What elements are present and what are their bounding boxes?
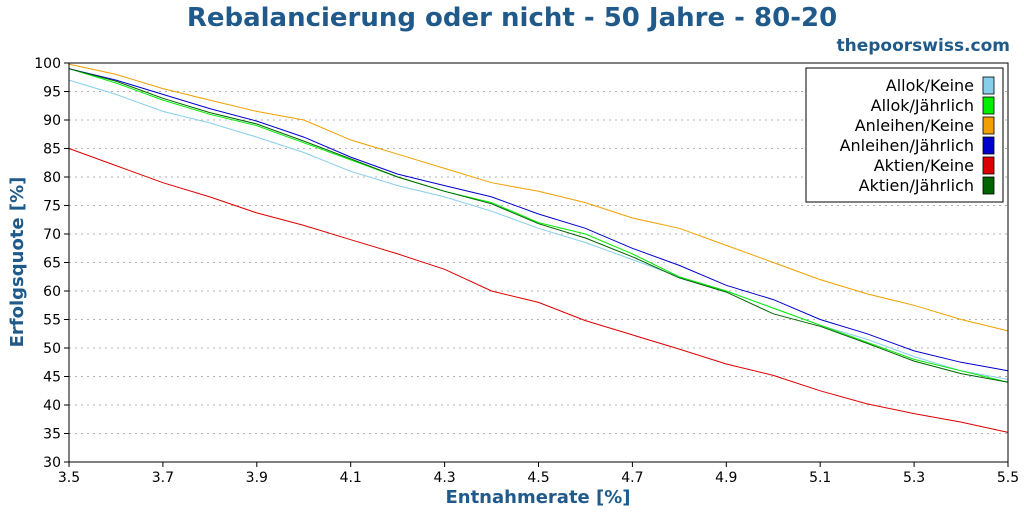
series-lines: [68, 63, 1009, 433]
y-tick-label: 70: [43, 227, 61, 243]
chart-title: Rebalancierung oder nicht - 50 Jahre - 8…: [187, 3, 837, 33]
grid-lines: [69, 91, 1008, 434]
legend-swatch: [982, 76, 995, 95]
x-tick-label: 5.1: [809, 470, 831, 486]
x-tick-label: 5.5: [997, 470, 1019, 486]
series-line-2: [68, 68, 1009, 383]
y-tick-label: 90: [43, 113, 61, 129]
y-tick-label: 75: [43, 199, 61, 215]
y-tick-label: 80: [43, 170, 61, 186]
legend-swatch: [982, 136, 995, 155]
x-tick-label: 5.3: [903, 470, 925, 486]
y-tick-label: 40: [43, 398, 61, 414]
legend-label: Aktien/Jährlich: [859, 176, 974, 195]
legend-label: Allok/Keine: [886, 76, 974, 95]
y-tick-label: 45: [43, 370, 61, 386]
y-tick-label: 35: [43, 427, 61, 443]
legend-label: Anleihen/Keine: [855, 116, 974, 135]
x-tick-label: 4.9: [715, 470, 737, 486]
y-tick-label: 30: [43, 455, 61, 471]
series-line-1: [68, 79, 1009, 380]
y-tick-label: 100: [34, 56, 61, 72]
x-tick-label: 3.7: [152, 470, 174, 486]
legend-label: Anleihen/Jährlich: [840, 136, 974, 155]
legend-label: Aktien/Keine: [874, 156, 974, 175]
series-line-4: [68, 68, 1009, 372]
series-line-6: [68, 68, 1009, 383]
x-axis-label: Entnahmerate [%]: [445, 487, 630, 508]
x-tick-label: 4.5: [527, 470, 549, 486]
y-axis-label: Erfolgsquote [%]: [7, 177, 28, 348]
series-line-5: [68, 148, 1009, 433]
legend: Allok/KeineAllok/JährlichAnleihen/KeineA…: [805, 67, 1004, 203]
y-tick-label: 85: [43, 142, 61, 158]
legend-swatch: [982, 156, 995, 175]
x-tick-label: 4.3: [433, 470, 455, 486]
y-tick-label: 55: [43, 313, 61, 329]
legend-swatch: [982, 176, 995, 195]
legend-swatch: [982, 96, 995, 115]
legend-label: Allok/Jährlich: [871, 96, 974, 115]
chart-watermark: thepoorswiss.com: [837, 36, 1011, 56]
legend-swatch: [982, 116, 995, 135]
x-tick-label: 3.5: [58, 470, 80, 486]
y-tick-label: 95: [43, 85, 61, 101]
x-tick-label: 4.7: [621, 470, 643, 486]
y-tick-label: 60: [43, 284, 61, 300]
y-tick-label: 50: [43, 341, 61, 357]
y-tick-label: 65: [43, 256, 61, 272]
axis-ticks: 30 35 40 45 50 55 60 65 70 75 80 85 90 95 100 3.5 3.7 3.9…: [34, 56, 1019, 486]
x-tick-label: 3.9: [246, 470, 268, 486]
x-tick-label: 4.1: [340, 470, 362, 486]
series-line-3: [68, 63, 1009, 332]
legend-box: [805, 67, 1004, 203]
